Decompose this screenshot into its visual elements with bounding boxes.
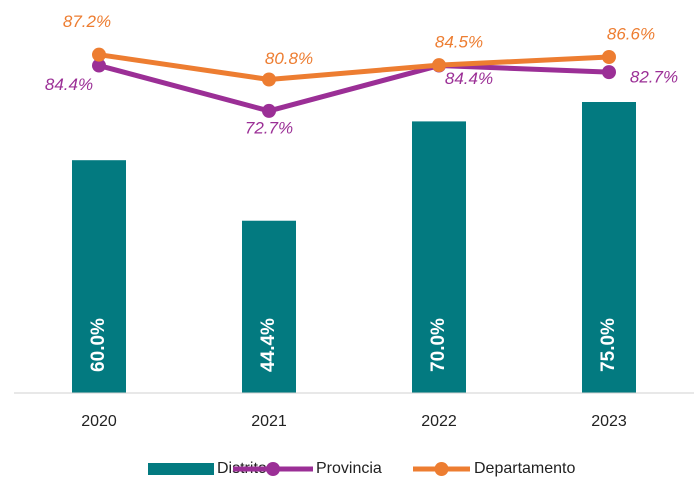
x-tick-label: 2022 — [421, 413, 457, 430]
value-label: 84.4% — [445, 69, 493, 88]
value-label: 80.8% — [265, 49, 313, 68]
value-label: 72.7% — [245, 118, 293, 137]
marker — [92, 47, 106, 62]
line — [98, 52, 610, 82]
marker — [92, 58, 106, 73]
bar — [72, 160, 126, 393]
legend-swatch — [148, 463, 214, 475]
x-tick-label: 2021 — [251, 413, 287, 430]
marker — [262, 103, 276, 118]
value-label: 82.7% — [630, 68, 678, 87]
marker — [432, 58, 446, 73]
value-label: 84.5% — [435, 33, 483, 52]
x-tick-label: 2023 — [591, 413, 627, 430]
marker — [602, 49, 616, 64]
legend-label: Departamento — [474, 460, 575, 477]
marker — [262, 72, 276, 87]
bar-label: 75.0% — [598, 318, 619, 372]
bar — [242, 220, 296, 393]
legend-label: Provincia — [316, 460, 382, 477]
legend-marker — [266, 462, 280, 476]
value-label: 87.2% — [63, 12, 111, 31]
legend-marker — [434, 462, 449, 476]
bar — [582, 102, 636, 393]
marker — [602, 65, 616, 80]
x-tick-label: 2020 — [81, 413, 117, 430]
line — [98, 63, 610, 114]
value-label: 84.4% — [45, 75, 93, 94]
bar — [412, 121, 466, 394]
bar-label: 44.4% — [258, 318, 279, 372]
value-label: 86.6% — [607, 24, 655, 43]
bar-label: 60.0% — [88, 318, 109, 372]
bar-label: 70.0% — [428, 318, 449, 372]
